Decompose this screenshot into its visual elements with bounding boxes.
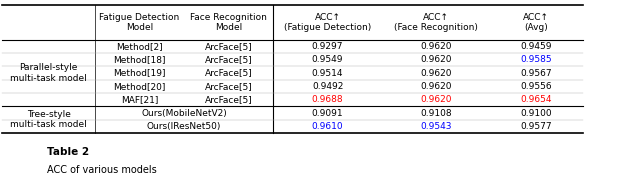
- Text: Face Recognition
Model: Face Recognition Model: [190, 13, 267, 32]
- Text: ACC of various models: ACC of various models: [47, 165, 157, 175]
- Text: ACC↑
(Face Recognition): ACC↑ (Face Recognition): [394, 13, 478, 32]
- Text: 0.9514: 0.9514: [312, 69, 343, 78]
- Text: ArcFace[5]: ArcFace[5]: [205, 42, 253, 51]
- Text: 0.9543: 0.9543: [420, 122, 452, 131]
- Text: 0.9492: 0.9492: [312, 82, 343, 91]
- Text: 0.9620: 0.9620: [420, 69, 452, 78]
- Text: 0.9585: 0.9585: [520, 55, 552, 64]
- Text: Table 2: Table 2: [47, 147, 89, 157]
- Text: Fatigue Detection
Model: Fatigue Detection Model: [99, 13, 180, 32]
- Text: Parallel-style
multi-task model: Parallel-style multi-task model: [10, 63, 87, 83]
- Text: 0.9620: 0.9620: [420, 42, 452, 51]
- Text: Tree-style
multi-task model: Tree-style multi-task model: [10, 110, 87, 130]
- Text: 0.9100: 0.9100: [520, 109, 552, 118]
- Text: Method[19]: Method[19]: [113, 69, 166, 78]
- Text: 0.9620: 0.9620: [420, 55, 452, 64]
- Text: 0.9620: 0.9620: [420, 82, 452, 91]
- Text: Ours(IResNet50): Ours(IResNet50): [147, 122, 221, 131]
- Text: 0.9091: 0.9091: [312, 109, 344, 118]
- Text: ArcFace[5]: ArcFace[5]: [205, 82, 253, 91]
- Text: ACC↑
(Fatigue Detection): ACC↑ (Fatigue Detection): [284, 13, 371, 32]
- Text: ACC↑
(Avg): ACC↑ (Avg): [524, 13, 549, 32]
- Text: Method[20]: Method[20]: [113, 82, 166, 91]
- Text: Method[18]: Method[18]: [113, 55, 166, 64]
- Text: ArcFace[5]: ArcFace[5]: [205, 55, 253, 64]
- Text: Ours(MobileNetV2): Ours(MobileNetV2): [141, 109, 227, 118]
- Text: 0.9610: 0.9610: [312, 122, 344, 131]
- Text: 0.9688: 0.9688: [312, 95, 344, 104]
- Text: MAF[21]: MAF[21]: [121, 95, 158, 104]
- Text: 0.9556: 0.9556: [520, 82, 552, 91]
- Text: 0.9620: 0.9620: [420, 95, 452, 104]
- Text: ArcFace[5]: ArcFace[5]: [205, 95, 253, 104]
- Text: 0.9567: 0.9567: [520, 69, 552, 78]
- Text: ArcFace[5]: ArcFace[5]: [205, 69, 253, 78]
- Text: 0.9549: 0.9549: [312, 55, 343, 64]
- Text: 0.9654: 0.9654: [521, 95, 552, 104]
- Text: Method[2]: Method[2]: [116, 42, 163, 51]
- Text: 0.9459: 0.9459: [521, 42, 552, 51]
- Text: 0.9297: 0.9297: [312, 42, 343, 51]
- Text: 0.9577: 0.9577: [520, 122, 552, 131]
- Text: 0.9108: 0.9108: [420, 109, 452, 118]
